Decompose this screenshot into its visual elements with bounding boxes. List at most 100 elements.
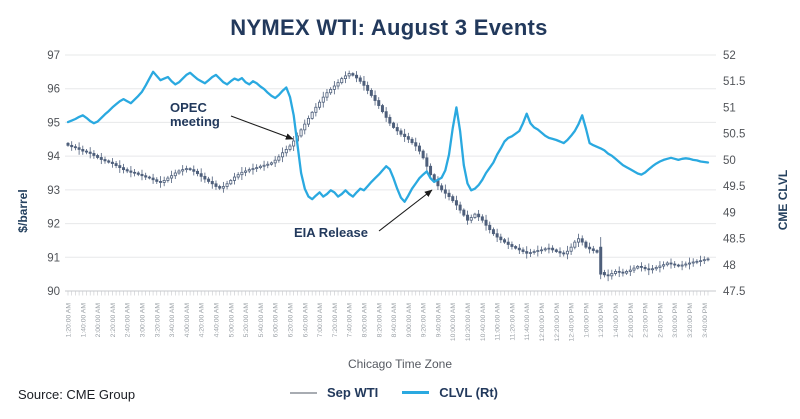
candle-body [269,162,273,165]
candle-body [92,153,96,156]
candle-body [628,269,632,272]
candle-body [495,233,499,238]
candle-body [669,262,673,265]
candle-body [103,159,107,162]
candle-body [347,73,351,77]
clvl-polyline [66,70,710,203]
candle-body [358,77,362,82]
candle-body [166,177,170,181]
x-tick-label: 10:40:00 AM [480,303,487,342]
candle-body [702,259,706,262]
candle-body [129,170,133,173]
y-tick-label-right: 49.5 [723,181,745,193]
candle-body [528,252,532,254]
candle-body [181,169,185,172]
candle-body [621,271,625,274]
candle-body [99,157,103,160]
candle-body [392,122,396,128]
candle-body [251,168,255,171]
candle-body [443,189,447,194]
x-tick-label: 2:00:00 PM [628,303,635,338]
candle-body [232,176,236,181]
candle-body [277,156,281,161]
candle-body [266,163,270,166]
candle-body [77,147,81,150]
candle-body [81,148,85,152]
candle-body [199,173,203,177]
candle-body [377,100,381,106]
x-tick-label: 6:00:00 AM [273,303,280,338]
candle-body [184,168,188,171]
candle-body [88,151,92,154]
candle-body [691,261,695,264]
candle-body [155,179,159,182]
opec-meeting-arrow [230,115,294,140]
chart-title: NYMEX WTI: August 3 Events [230,15,548,40]
x-tick-label: 3:00:00 PM [672,303,679,338]
candle-body [532,251,536,253]
candle-body [125,169,129,172]
x-tick-label: 10:20:00 AM [465,303,472,342]
candle-body [643,266,647,270]
candle-body [114,163,118,166]
candle-body [273,159,277,164]
y-tick-label-right: 48.5 [723,234,745,246]
right-axis-title: CME CLVL [776,169,790,231]
candle-body [454,200,458,206]
candle-body [147,176,151,179]
candle-body [584,241,588,248]
candle-body [207,178,211,182]
y-tick-label-left: 96 [47,84,60,96]
y-tick-label-left: 95 [47,117,60,129]
candle-body [625,271,629,274]
candle-body [144,175,148,178]
x-tick-label: 9:20:00 AM [421,303,428,338]
candle-body [429,165,433,176]
candle-body [299,129,303,137]
candle-body [488,224,492,231]
annotation-eia-release: EIA Release [294,225,368,240]
candle-body [395,127,399,132]
eia-release-arrow [378,189,433,232]
y-tick-label-right: 50 [723,155,736,167]
candle-body [706,258,710,261]
candle-body [602,272,606,276]
x-tick-label: 11:40:00 AM [524,303,531,341]
candle-body [565,250,569,255]
candle-body [262,164,266,167]
candle-body [369,90,373,96]
candle-body [543,248,547,251]
x-tick-label: 8:20:00 AM [376,303,383,338]
candle-body [421,150,425,159]
candle-body [491,229,495,235]
y-tick-label-right: 49 [723,207,736,219]
candle-body [325,92,329,98]
candle-body [107,160,111,163]
y-tick-label-left: 97 [47,50,60,62]
candle-body [229,180,233,185]
candle-body [469,217,473,221]
candle-body [547,247,551,250]
candle-body [281,152,285,158]
candle-body [480,216,484,221]
y-tick-label-right: 51.5 [723,76,745,88]
candle-body [499,236,503,241]
candle-body [332,85,336,90]
candle-body [462,209,466,216]
x-tick-label: 4:00:00 AM [184,303,191,338]
candle-body [306,117,310,125]
candle-body [362,80,366,86]
candle-body [425,157,429,167]
left-axis-title: $/barrel [16,189,30,233]
x-tick-label: 8:00:00 AM [361,303,368,338]
candle-body [133,171,137,174]
candle-body [647,268,651,271]
candle-body [558,251,562,254]
candle-body [695,260,699,263]
sep-wti-candles [66,70,710,282]
candle-body [577,238,581,243]
candle-body [614,271,618,274]
candle-body [680,264,684,267]
x-axis [65,290,716,296]
